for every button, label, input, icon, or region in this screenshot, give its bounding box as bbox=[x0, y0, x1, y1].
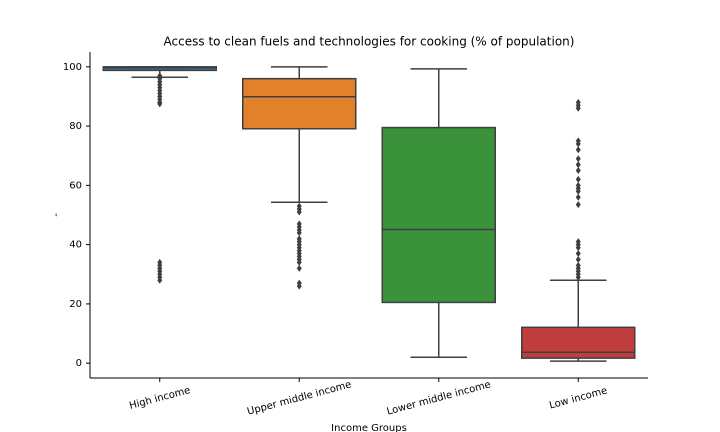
x-tick-label: Upper middle income bbox=[246, 379, 353, 417]
outlier bbox=[296, 264, 302, 272]
x-axis-label: Income Groups bbox=[331, 423, 407, 432]
y-tick-label: 40 bbox=[69, 240, 82, 251]
outlier bbox=[575, 250, 581, 258]
outlier bbox=[575, 238, 581, 246]
outlier bbox=[575, 161, 581, 169]
y-tick-label: 100 bbox=[63, 62, 82, 73]
x-tick-label: Lower middle income bbox=[386, 379, 492, 417]
chart-title: Access to clean fuels and technologies f… bbox=[164, 35, 575, 49]
outlier bbox=[157, 276, 163, 284]
outlier bbox=[575, 255, 581, 263]
outlier bbox=[575, 146, 581, 154]
box bbox=[381, 126, 496, 304]
outlier bbox=[575, 175, 581, 183]
outlier bbox=[575, 137, 581, 145]
outlier bbox=[575, 155, 581, 163]
outlier bbox=[575, 193, 581, 201]
outlier bbox=[296, 208, 302, 216]
outlier bbox=[575, 201, 581, 209]
outlier bbox=[296, 229, 302, 237]
outlier bbox=[575, 98, 581, 106]
outlier bbox=[296, 282, 302, 290]
x-tick-label: Low income bbox=[548, 385, 608, 411]
y-tick-label: 20 bbox=[69, 299, 82, 310]
y-axis-label: - bbox=[51, 213, 62, 217]
outlier bbox=[296, 258, 302, 266]
y-tick-label: 80 bbox=[69, 121, 82, 132]
y-tick-label: 0 bbox=[76, 358, 82, 369]
outlier bbox=[157, 100, 163, 108]
box bbox=[102, 66, 217, 72]
outlier bbox=[575, 261, 581, 269]
x-tick-label: High income bbox=[128, 385, 192, 412]
box bbox=[242, 77, 357, 130]
box bbox=[521, 326, 636, 359]
y-tick-label: 60 bbox=[69, 180, 82, 191]
outlier bbox=[575, 181, 581, 189]
outlier bbox=[575, 167, 581, 175]
